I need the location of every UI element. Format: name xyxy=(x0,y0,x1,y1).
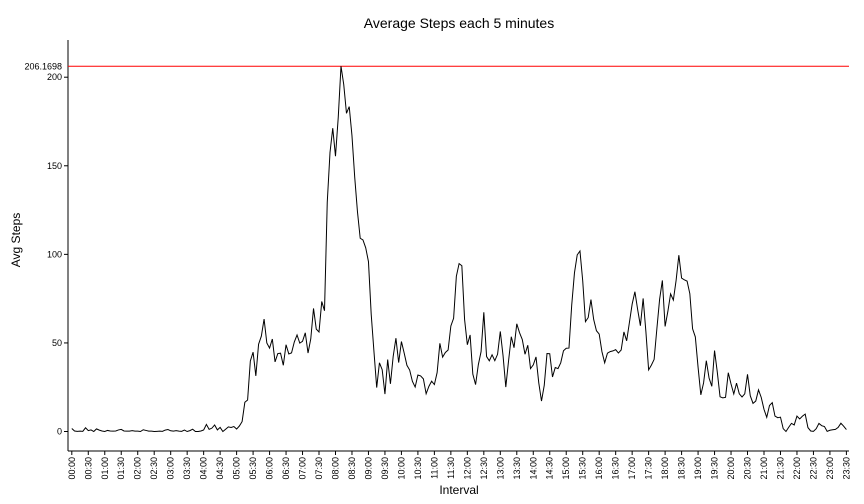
y-tick-label: 0 xyxy=(57,427,62,437)
x-tick-label: 06:00 xyxy=(265,457,275,480)
y-axis-title: Avg Steps xyxy=(9,213,23,267)
x-tick-label: 00:30 xyxy=(83,457,93,480)
x-tick-label: 22:00 xyxy=(792,457,802,480)
x-tick-label: 21:00 xyxy=(759,457,769,480)
x-tick-label: 07:30 xyxy=(314,457,324,480)
x-tick-label: 01:00 xyxy=(100,457,110,480)
y-tick-label: 100 xyxy=(47,249,62,259)
x-tick-label: 04:00 xyxy=(199,457,209,480)
x-tick-label: 17:30 xyxy=(644,457,654,480)
x-tick-label: 14:00 xyxy=(528,457,538,480)
y-tick-label: 50 xyxy=(52,338,62,348)
x-tick-label: 03:30 xyxy=(182,457,192,480)
x-tick-label: 09:30 xyxy=(380,457,390,480)
y-axis: 0 50 100 150 200 xyxy=(47,40,69,451)
x-tick-label: 15:30 xyxy=(578,457,588,480)
x-tick-label: 00:00 xyxy=(67,457,77,480)
x-tick-label: 20:00 xyxy=(726,457,736,480)
x-tick-label: 18:00 xyxy=(660,457,670,480)
x-tick-label: 11:00 xyxy=(429,457,439,479)
x-tick-label: 02:30 xyxy=(149,457,159,480)
y-tick-label: 150 xyxy=(47,161,62,171)
x-axis-title: Interval xyxy=(439,483,478,497)
x-tick-label: 17:00 xyxy=(627,457,637,480)
x-tick-label: 23:00 xyxy=(825,457,835,480)
x-tick-label: 03:00 xyxy=(166,457,176,480)
x-tick-label: 04:30 xyxy=(215,457,225,480)
x-axis: 00:00 00:30 01:00 01:30 02:00 02:30 03:00 03:30… xyxy=(67,450,851,480)
x-tick-label: 22:30 xyxy=(808,457,818,480)
x-tick-label: 23:30 xyxy=(841,457,851,480)
x-tick-label: 08:30 xyxy=(347,457,357,480)
x-tick-label: 18:30 xyxy=(677,457,687,480)
x-tick-label: 16:00 xyxy=(594,457,604,480)
x-tick-label: 05:30 xyxy=(248,457,258,480)
x-tick-label: 01:30 xyxy=(116,457,126,480)
x-tick-label: 08:00 xyxy=(330,457,340,480)
x-tick-label: 10:00 xyxy=(396,457,406,480)
x-tick-label: 11:30 xyxy=(446,457,456,479)
x-tick-label: 12:00 xyxy=(462,457,472,480)
x-tick-label: 09:00 xyxy=(363,457,373,480)
x-tick-label: 13:00 xyxy=(495,457,505,480)
chart-title: Average Steps each 5 minutes xyxy=(364,15,554,31)
x-tick-label: 14:30 xyxy=(545,457,555,480)
x-tick-label: 16:30 xyxy=(611,457,621,480)
x-tick-label: 21:30 xyxy=(775,457,785,480)
x-tick-label: 20:30 xyxy=(743,457,753,480)
series-line xyxy=(71,66,847,433)
x-tick-label: 07:00 xyxy=(298,457,308,480)
x-tick-label: 19:00 xyxy=(693,457,703,480)
x-tick-label: 02:00 xyxy=(133,457,143,480)
x-tick-label: 10:30 xyxy=(413,457,423,480)
x-tick-label: 19:30 xyxy=(710,457,720,480)
y-tick-label: 200 xyxy=(47,72,62,82)
x-tick-label: 05:00 xyxy=(232,457,242,480)
x-tick-label: 13:30 xyxy=(512,457,522,480)
reference-line-label: 206.1698 xyxy=(24,61,62,71)
x-tick-label: 12:30 xyxy=(479,457,489,480)
reference-line-group: 206.1698 xyxy=(24,61,849,71)
x-tick-label: 06:30 xyxy=(281,457,291,480)
x-tick-label: 15:00 xyxy=(561,457,571,480)
